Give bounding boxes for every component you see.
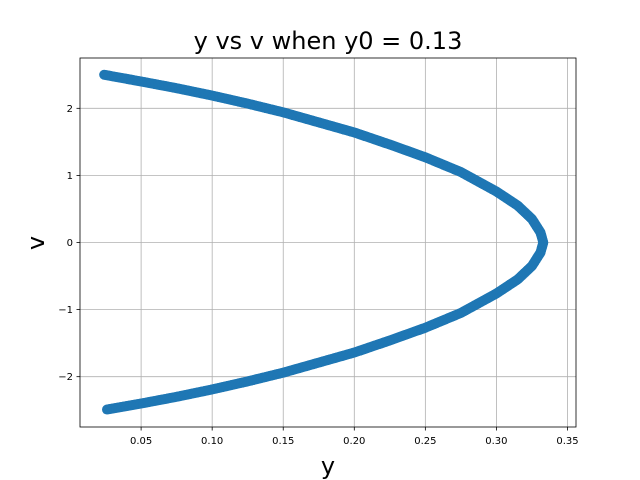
x-tick-label: 0.10 xyxy=(201,436,223,447)
x-tick-label: 0.05 xyxy=(130,436,152,447)
grid-lines xyxy=(80,58,576,427)
chart-title: y vs v when y0 = 0.13 xyxy=(194,27,463,55)
x-axis-label: y xyxy=(321,452,335,480)
y-tick-label: 2 xyxy=(67,104,73,115)
y-axis: −2 −1 0 1 2 xyxy=(58,104,80,383)
x-tick-label: 0.30 xyxy=(485,436,507,447)
x-tick-label: 0.35 xyxy=(556,436,578,447)
y-tick-label: −1 xyxy=(58,305,73,316)
x-tick-label: 0.20 xyxy=(343,436,365,447)
y-tick-label: 1 xyxy=(67,171,73,182)
y-axis-label: v xyxy=(22,236,50,250)
y-tick-label: 0 xyxy=(67,238,73,249)
data-series xyxy=(99,69,549,415)
x-tick-label: 0.15 xyxy=(272,436,294,447)
data-point xyxy=(102,404,113,415)
x-tick-label: 0.25 xyxy=(414,436,436,447)
y-tick-label: −2 xyxy=(58,372,73,383)
x-axis: 0.05 0.10 0.15 0.20 0.25 0.30 0.35 xyxy=(130,427,579,447)
